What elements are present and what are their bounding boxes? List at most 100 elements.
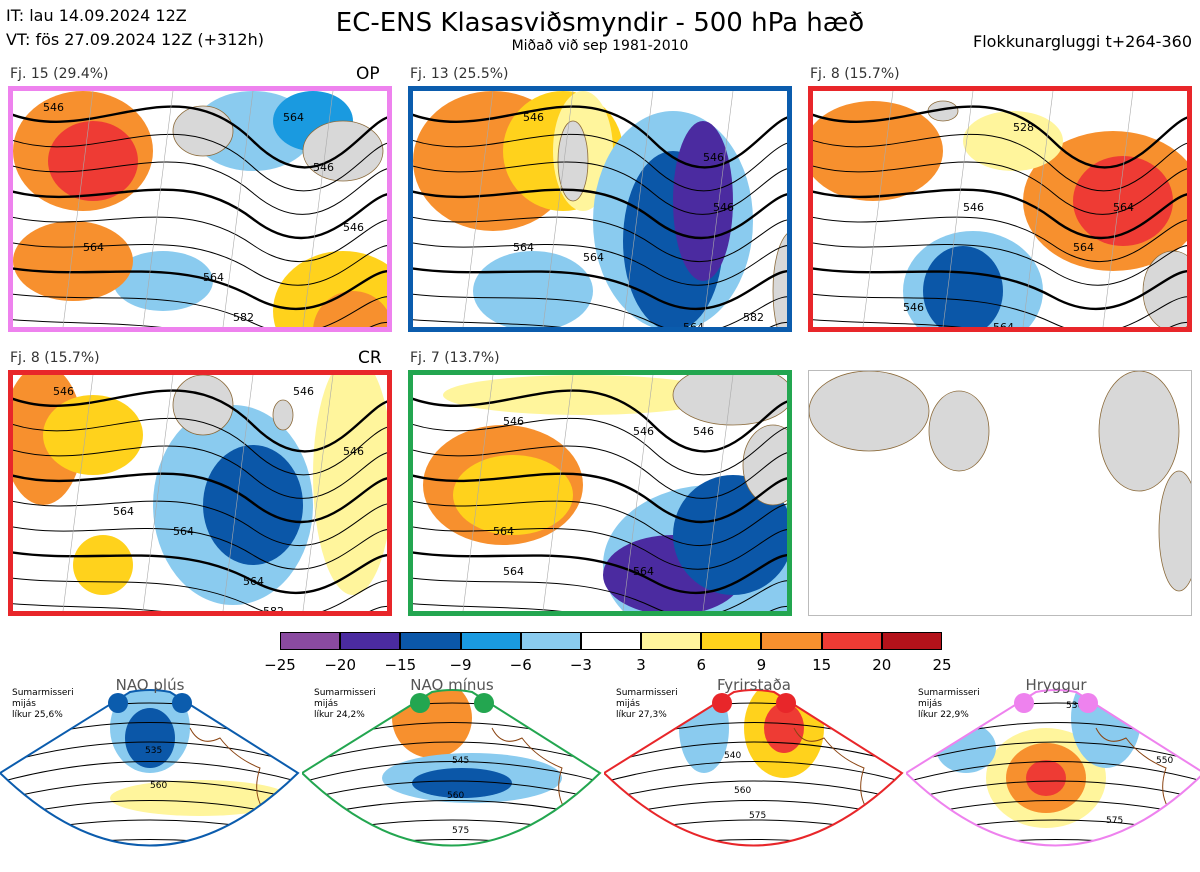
height-contour [604, 839, 902, 846]
colorbar-tick: 20 [872, 656, 892, 674]
contour-label: 546 [293, 385, 314, 398]
anomaly-area [963, 111, 1063, 171]
graticule-line [222, 91, 254, 327]
graticule-line [222, 375, 254, 611]
height-contour [413, 133, 787, 192]
regime-marker [108, 693, 128, 713]
anomaly-area [113, 251, 213, 311]
anomaly-area [13, 221, 133, 301]
height-contour [413, 293, 787, 327]
regime-marker [410, 693, 430, 713]
classification-window: Flokkunargluggi t+264-360 [973, 32, 1192, 51]
graticule-line [1102, 91, 1134, 327]
regime-marker [712, 693, 732, 713]
height-contour [0, 839, 298, 846]
height-contour [13, 472, 387, 524]
height-contour [906, 839, 1200, 846]
contour-label: 564 [493, 525, 514, 538]
height-contour [906, 741, 1200, 765]
regime-title: Fyrirstaða [717, 676, 791, 694]
cluster-map-2[interactable]: 546 564 546 564 546 564 582 [408, 86, 792, 332]
contour-label: 545 [452, 756, 469, 766]
panel-4-tag: CR [358, 348, 382, 368]
landmass [172, 105, 234, 157]
cluster-map-4[interactable]: 546 564 546 564 546 564 582 [8, 370, 392, 616]
initial-time: IT: lau 14.09.2024 12Z [6, 6, 187, 25]
contour-label: 546 [343, 221, 364, 234]
graticule-line [302, 91, 334, 327]
regime-note: Sumarmisseri mijás líkur 25,6% [12, 688, 74, 720]
height-contour [13, 216, 387, 262]
coastline [1095, 727, 1177, 819]
contour-label: 546 [903, 301, 924, 314]
regime-title: Hryggur [1025, 676, 1087, 694]
regime-title: NAO plús [115, 676, 185, 694]
height-contour [413, 577, 787, 611]
height-contour [413, 472, 787, 524]
coastline [793, 727, 875, 819]
landmass [557, 120, 589, 202]
graticule-line [622, 375, 654, 611]
height-contour [0, 780, 298, 801]
height-contour [13, 105, 387, 169]
graticule-line [62, 375, 94, 611]
anomaly-area [313, 375, 387, 595]
regime-title: NAO mínus [410, 676, 494, 694]
landmass [809, 371, 930, 452]
height-contour [13, 188, 387, 240]
height-contour [13, 526, 387, 570]
regime-outline [0, 689, 300, 847]
contour-label: 564 [1113, 201, 1134, 214]
graticule-line [142, 375, 174, 611]
regime-map-1: 535 560 [0, 668, 300, 868]
colorbar-tick: 9 [756, 656, 767, 674]
regime-note: Sumarmisseri mijás líkur 22,9% [918, 688, 980, 720]
contour-label: 560 [447, 791, 464, 801]
cluster-map-1[interactable]: 546 564 546 564 546 564 582 [8, 86, 392, 332]
anomaly-area [1026, 760, 1066, 796]
regime-marker [776, 693, 796, 713]
height-contour [13, 242, 387, 286]
height-contour [413, 551, 787, 595]
height-contour [413, 216, 787, 262]
graticule-line [462, 375, 494, 611]
regime-note: Sumarmisseri mijás líkur 24,2% [314, 688, 376, 720]
contour-label: 546 [503, 415, 524, 428]
contour-label: 564 [283, 111, 304, 124]
contour-label: 564 [683, 321, 704, 327]
anomaly-area [203, 445, 303, 565]
empty-map [808, 370, 1192, 616]
colorbar-tick: −25 [264, 656, 296, 674]
anomaly-area [473, 251, 593, 327]
height-contour [0, 819, 298, 837]
regime-marker [1078, 693, 1098, 713]
height-contour [813, 242, 1187, 286]
height-contour [906, 761, 1200, 783]
height-contour [604, 780, 902, 801]
graticule-line [1022, 91, 1054, 327]
contour-label: 564 [173, 525, 194, 538]
regime-outline [300, 689, 602, 847]
contour-label: 582 [233, 311, 254, 324]
anomaly-colorbar [280, 632, 942, 650]
contour-label: 582 [743, 311, 764, 324]
contour-label: 546 [633, 425, 654, 438]
contour-label: 550 [1156, 756, 1173, 766]
anomaly-area [412, 768, 512, 798]
height-contour [13, 293, 387, 327]
height-contour [13, 319, 387, 327]
colorbar-tick: −3 [569, 656, 592, 674]
contour-label: 564 [83, 241, 104, 254]
anomaly-area [923, 246, 1003, 327]
anomaly-area [673, 121, 733, 281]
height-contour [13, 551, 387, 595]
contour-label: 560 [734, 786, 751, 796]
height-contour [413, 188, 787, 240]
cluster-map-3[interactable]: 528 546 564 546 564 564 [808, 86, 1192, 332]
contour-label: 546 [313, 161, 334, 174]
cluster-map-5[interactable]: 546 564 546 564 546 564 [408, 370, 792, 616]
contour-label: 546 [703, 151, 724, 164]
graticule-line [142, 91, 174, 327]
height-contour [813, 267, 1187, 311]
contour-label: 540 [724, 751, 741, 761]
